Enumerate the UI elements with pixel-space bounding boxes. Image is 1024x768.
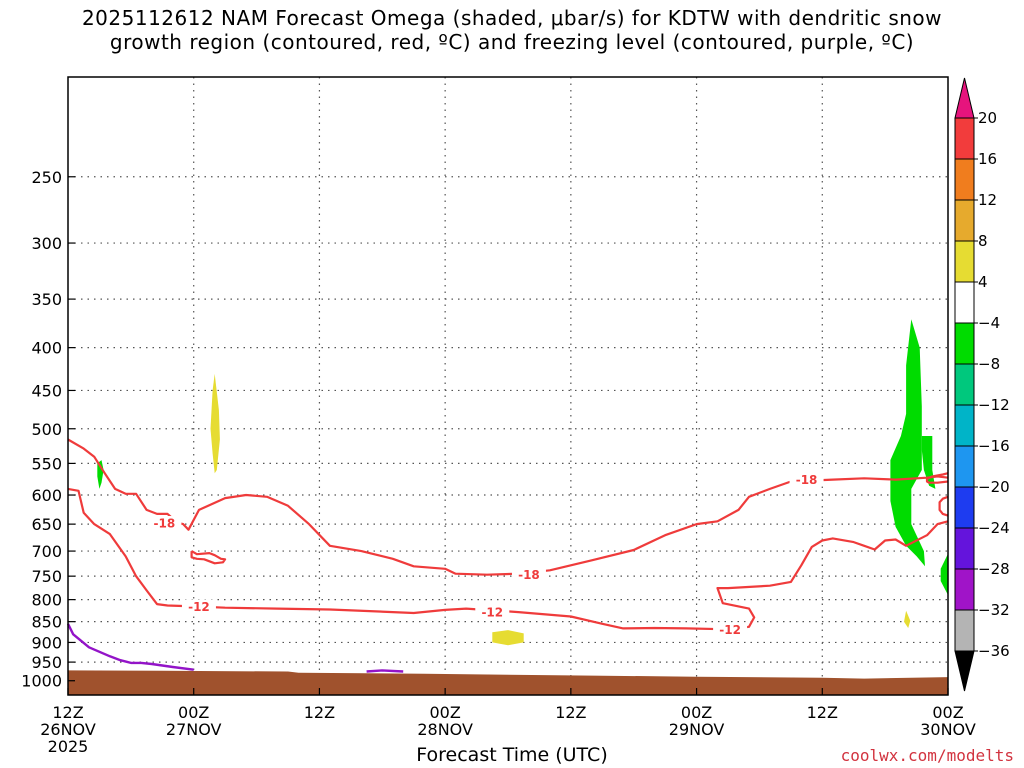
terrain-area (68, 670, 948, 695)
y-tick-label: 400 (31, 339, 62, 358)
x-axis-label: Forecast Time (UTC) (416, 744, 608, 766)
colorbar-label: −24 (978, 519, 1010, 537)
colorbar-band (954, 404, 975, 447)
colorbar-band (954, 240, 975, 283)
y-axis-ticks: 2503003504004505005506006507007508008509… (21, 168, 75, 691)
y-tick-label: 300 (31, 234, 62, 253)
x-tick-label: 00Z (429, 703, 460, 722)
x-tick-label: 29NOV (669, 720, 725, 739)
contour-label: -12 (481, 606, 503, 620)
colorbar-label: −4 (978, 314, 1000, 332)
dgz-contour-2 (190, 550, 227, 565)
contour-label-bg (789, 472, 824, 487)
x-tick-label: 26NOV (40, 720, 96, 739)
x-tick-label: 00Z (932, 703, 963, 722)
colorbar-label: −16 (978, 437, 1010, 455)
colorbar-label: 20 (978, 109, 997, 127)
contour-label: -12 (188, 600, 210, 614)
y-tick-label: 700 (31, 542, 62, 561)
contour-label-bg (181, 599, 216, 614)
y-tick-label: 650 (31, 515, 62, 534)
plot-frame (67, 76, 949, 696)
contour-label: -18 (154, 517, 176, 531)
freezing-contour-0 (66, 623, 194, 671)
colorbar: 20 16 12 8 4 −4 −8 −12 −16 −20 −24 −28 −32 −36 (954, 77, 1010, 692)
colorbar-label: −8 (978, 355, 1000, 373)
x-tick-label: 00Z (681, 703, 712, 722)
x-tick-label: 28NOV (417, 720, 473, 739)
dgz-contour-1 (67, 487, 949, 631)
y-tick-label: 850 (31, 613, 62, 632)
colorbar-label: 8 (978, 232, 988, 250)
colorbar-band (954, 609, 975, 652)
colorbar-top-arrow (954, 77, 975, 119)
colorbar-label: −32 (978, 601, 1010, 619)
colorbar-band (954, 486, 975, 529)
x-tick-label: 30NOV (920, 720, 976, 739)
contour-lines (66, 438, 949, 673)
colorbar-label: −28 (978, 560, 1010, 578)
y-tick-label: 450 (31, 381, 62, 400)
y-tick-label: 250 (31, 168, 62, 187)
x-tick-label: 00Z (178, 703, 209, 722)
omega-region-1 (210, 373, 220, 474)
contour-label-bg (475, 605, 510, 620)
colorbar-bottom-arrow (954, 650, 975, 692)
contour-label-bg (713, 622, 748, 637)
colorbar-band (954, 445, 975, 488)
colorbar-band (954, 363, 975, 406)
contour-label: -18 (796, 473, 818, 487)
colorbar-label: 12 (978, 191, 997, 209)
y-tick-label: 350 (31, 290, 62, 309)
colorbar-label: 4 (978, 273, 988, 291)
contour-labels: -18 -18 -18 -12 -12 -12 (147, 472, 824, 637)
x-tick-label: 12Z (304, 703, 335, 722)
contour-label-bg (147, 516, 182, 531)
y-tick-label: 600 (31, 486, 62, 505)
colorbar-band (954, 568, 975, 611)
terrain-fill (68, 670, 948, 695)
dgz-contour-0 (67, 438, 949, 576)
y-tick-label: 550 (31, 454, 62, 473)
colorbar-label: 16 (978, 150, 997, 168)
title-line-1: 2025112612 NAM Forecast Omega (shaded, μ… (81, 6, 943, 30)
colorbar-band (954, 199, 975, 242)
freezing-contour-1 (366, 669, 404, 673)
colorbar-band (954, 281, 975, 324)
y-tick-label: 800 (31, 591, 62, 610)
colorbar-label: −20 (978, 478, 1010, 496)
credit-text: coolwx.com/modelts (840, 746, 1014, 765)
y-tick-label: 950 (31, 653, 62, 672)
x-tick-label: 12Z (52, 703, 83, 722)
contour-label-bg (511, 567, 546, 582)
omega-shading (97, 319, 948, 646)
colorbar-band (954, 527, 975, 570)
title-line-2: growth region (contoured, red, ºC) and f… (109, 30, 915, 54)
y-tick-label: 500 (31, 420, 62, 439)
dgz-contour-4 (938, 495, 949, 517)
contour-label: -18 (518, 568, 540, 582)
colorbar-label: −36 (978, 642, 1010, 660)
grid (68, 77, 948, 695)
omega-region-4 (890, 319, 925, 567)
contour-label: -12 (719, 623, 741, 637)
x-tick-label: 12Z (807, 703, 838, 722)
colorbar-band (954, 117, 975, 160)
x-tick-label: 27NOV (166, 720, 222, 739)
chart-title: 2025112612 NAM Forecast Omega (shaded, μ… (0, 6, 1024, 54)
omega-region-2 (492, 630, 524, 646)
dgz-contour-3 (925, 472, 949, 484)
y-tick-label: 900 (31, 633, 62, 652)
x-tick-label: 2025 (48, 737, 89, 756)
colorbar-band (954, 158, 975, 201)
y-tick-label: 1000 (21, 672, 62, 691)
y-tick-label: 750 (31, 567, 62, 586)
colorbar-label: −12 (978, 396, 1010, 414)
colorbar-band (954, 322, 975, 365)
x-tick-label: 12Z (555, 703, 586, 722)
omega-region-6 (940, 553, 948, 595)
omega-region-3 (904, 610, 911, 628)
